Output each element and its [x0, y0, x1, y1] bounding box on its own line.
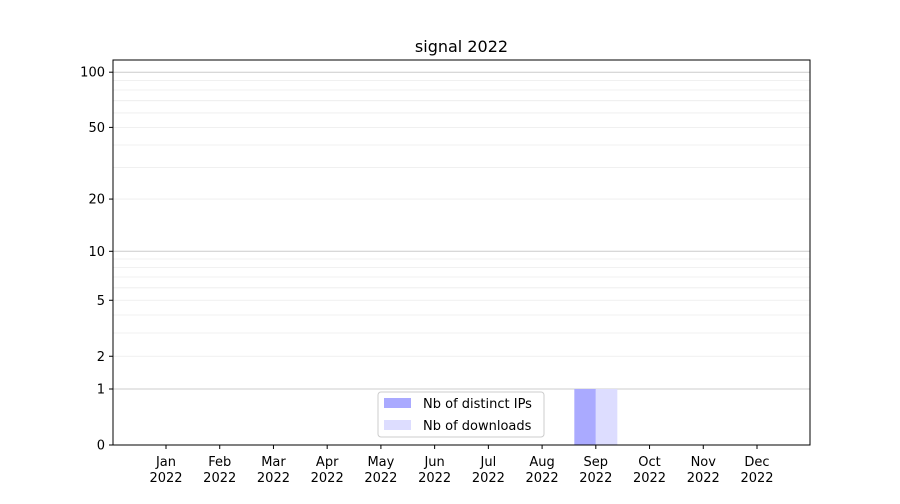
y-tick-label: 2	[97, 350, 105, 365]
grid	[113, 71, 810, 390]
y-tick-label: 0	[97, 439, 105, 454]
legend-label-ips: Nb of distinct IPs	[423, 397, 532, 412]
x-tick-label: May 2022	[364, 455, 397, 486]
x-tick-label: Feb 2022	[203, 455, 236, 486]
y-axis: 0 1 2 5 10 20 50 100	[80, 66, 113, 454]
x-tick-label: Nov 2022	[687, 455, 720, 486]
x-tick-label: Aug 2022	[526, 455, 559, 486]
y-tick-label: 5	[97, 294, 105, 309]
y-tick-label: 50	[88, 121, 105, 136]
legend-swatch-downloads	[384, 420, 411, 430]
x-tick-label: Jan 2022	[149, 455, 182, 486]
chart-title: signal 2022	[415, 37, 508, 56]
x-tick-label: Sep 2022	[579, 455, 612, 486]
y-tick-label: 1	[97, 383, 105, 398]
bars	[574, 389, 618, 445]
bar-distinct-ips	[574, 389, 596, 445]
legend: Nb of distinct IPs Nb of downloads	[377, 391, 545, 438]
x-tick-label: Dec 2022	[740, 455, 773, 486]
y-tick-label: 100	[80, 66, 105, 81]
x-axis: Jan 2022 Feb 2022 Mar 2022 Apr 2022 May 2022 Jun 20…	[149, 445, 774, 486]
x-tick-label: Oct 2022	[633, 455, 666, 486]
y-tick-label: 20	[88, 193, 105, 208]
bar-downloads	[595, 389, 618, 445]
x-tick-label: Mar 2022	[257, 455, 290, 486]
plot-frame	[112, 59, 811, 446]
legend-label-downloads: Nb of downloads	[423, 419, 532, 434]
legend-box	[377, 391, 545, 438]
x-tick-label: Jun 2022	[418, 455, 451, 486]
x-tick-label: Apr 2022	[311, 455, 344, 486]
legend-swatch-ips	[384, 398, 411, 408]
x-tick-label: Jul 2022	[472, 455, 505, 486]
y-tick-label: 10	[88, 245, 105, 260]
